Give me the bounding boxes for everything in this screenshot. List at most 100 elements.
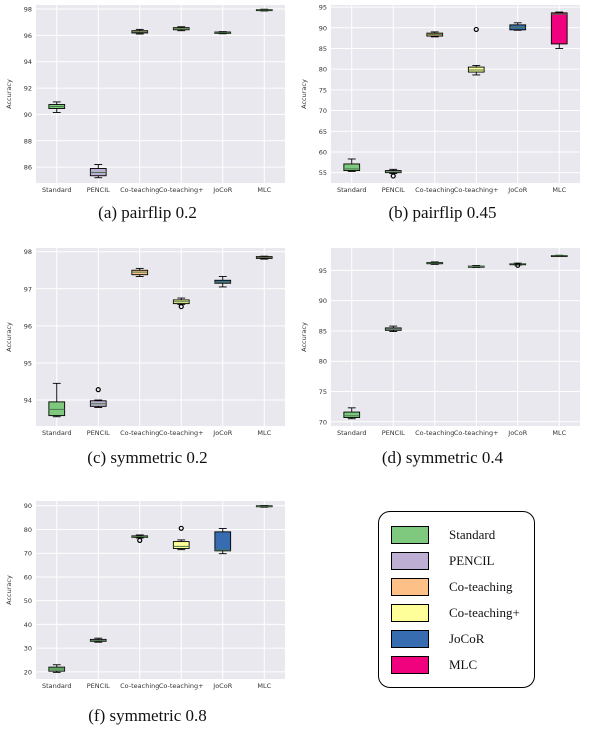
y-tick-label: 60 xyxy=(319,148,327,156)
chart-panel-c: 94 95 96 97 98 Accuracy Standard PENCIL Co-teach… xyxy=(0,243,295,480)
box-jocor xyxy=(509,262,527,268)
x-tick-label: Co-teaching xyxy=(415,429,454,437)
legend-swatch-jocor xyxy=(391,630,429,648)
y-tick-label: 88 xyxy=(24,137,32,145)
legend-item-standard: Standard xyxy=(391,525,495,545)
box-standard xyxy=(48,382,66,418)
y-axis-label: Accuracy xyxy=(5,322,13,352)
x-tick-label: MLC xyxy=(257,186,271,194)
y-tick-label: 75 xyxy=(319,86,327,94)
y-tick-label: 95 xyxy=(319,4,327,12)
chart-b-svg: 55 60 65 70 75 80 85 90 95 Accuracy Standard PENCIL… xyxy=(300,4,580,194)
y-tick-label: 90 xyxy=(24,111,32,119)
box-pencil xyxy=(89,387,107,408)
y-tick-label: 86 xyxy=(24,164,32,172)
x-tick-label: PENCIL xyxy=(87,429,110,437)
x-tick-label: Standard xyxy=(42,682,72,690)
outlier-point xyxy=(137,537,143,543)
caption-f: (f) symmetric 0.8 xyxy=(88,706,207,725)
x-tick-label: PENCIL xyxy=(382,186,405,194)
y-tick-label: 98 xyxy=(24,248,32,256)
box-body xyxy=(550,12,568,45)
y-tick-label: 90 xyxy=(319,297,327,305)
legend-label-co-teaching-plus: Co-teaching+ xyxy=(449,605,520,620)
chart-panel-f: 20 30 40 50 60 70 80 90 Accuracy Standard PENCIL Co… xyxy=(0,496,295,738)
x-tick-label: Co-teaching+ xyxy=(454,186,499,194)
x-tick-label: Standard xyxy=(42,186,72,194)
chart-d-svg: 70 75 80 85 90 95 Accuracy Standard PENCIL Co-tea… xyxy=(300,248,580,437)
outlier-point xyxy=(178,525,184,531)
box-co-teaching xyxy=(131,267,149,278)
box-co-teaching-plus xyxy=(172,525,190,551)
x-tick-label: MLC xyxy=(257,429,271,437)
box-standard xyxy=(343,158,361,172)
y-tick-label: 65 xyxy=(319,128,327,136)
box-body xyxy=(214,531,232,552)
legend-label-standard: Standard xyxy=(449,527,496,542)
x-tick-label: Co-teaching xyxy=(120,186,159,194)
y-tick-label: 96 xyxy=(24,32,32,40)
legend-swatch-pencil xyxy=(391,552,429,570)
legend-label-pencil: PENCIL xyxy=(449,553,495,568)
y-tick-label: 55 xyxy=(319,169,327,177)
y-tick-label: 50 xyxy=(24,597,32,605)
caption-a: (a) pairflip 0.2 xyxy=(98,203,197,222)
x-tick-label: MLC xyxy=(552,429,566,437)
box-standard xyxy=(48,101,66,113)
y-tick-label: 85 xyxy=(319,327,327,335)
box-pencil xyxy=(89,164,107,179)
legend-swatch-co-teaching xyxy=(391,578,429,596)
legend-item-pencil: PENCIL xyxy=(391,551,495,571)
y-axis-label: Accuracy xyxy=(300,322,308,352)
y-tick-label: 70 xyxy=(319,107,327,115)
outlier-point xyxy=(473,26,479,33)
y-tick-label: 98 xyxy=(24,5,32,13)
outlier-point xyxy=(178,303,184,310)
box-standard xyxy=(48,664,66,673)
x-tick-label: Standard xyxy=(42,429,72,437)
y-axis-label: Accuracy xyxy=(5,575,13,605)
y-tick-label: 95 xyxy=(24,359,32,367)
outlier-point xyxy=(515,262,521,268)
plot-area xyxy=(36,5,285,183)
legend-swatch-standard xyxy=(391,526,429,544)
chart-panel-b: 55 60 65 70 75 80 85 90 95 Accuracy Standard PENCIL… xyxy=(295,0,590,237)
legend-label-mlc: MLC xyxy=(449,657,478,672)
box-co-teaching xyxy=(426,31,444,38)
box-pencil xyxy=(89,637,107,643)
legend: Standard PENCIL Co-teaching Co-teaching+… xyxy=(378,511,535,688)
box-pencil xyxy=(384,168,402,179)
y-axis-label: Accuracy xyxy=(300,79,308,109)
x-tick-label: MLC xyxy=(257,682,271,690)
y-tick-label: 90 xyxy=(319,24,327,32)
box-co-teaching-plus xyxy=(172,297,190,310)
box-co-teaching-plus xyxy=(467,26,485,76)
box-co-teaching xyxy=(426,261,444,265)
legend-label-co-teaching: Co-teaching xyxy=(449,579,513,594)
box-body xyxy=(343,163,361,172)
x-tick-label: Co-teaching+ xyxy=(159,682,204,690)
y-tick-label: 95 xyxy=(319,267,327,275)
chart-f-svg: 20 30 40 50 60 70 80 90 Accuracy Standard PENCIL Co… xyxy=(5,501,285,690)
legend-item-mlc: MLC xyxy=(391,655,477,675)
x-tick-label: JoCoR xyxy=(212,682,232,690)
box-mlc xyxy=(255,505,273,508)
box-mlc xyxy=(255,8,273,12)
y-tick-label: 92 xyxy=(24,85,32,93)
y-tick-label: 40 xyxy=(24,621,32,629)
outlier-point xyxy=(95,387,101,393)
y-axis-label: Accuracy xyxy=(5,79,13,109)
x-tick-label: PENCIL xyxy=(382,429,405,437)
box-co-teaching xyxy=(131,28,149,35)
chart-panel-d: 70 75 80 85 90 95 Accuracy Standard PENCIL Co-tea… xyxy=(295,243,590,480)
x-tick-label: Standard xyxy=(337,186,367,194)
box-body xyxy=(48,401,66,417)
caption-d: (d) symmetric 0.4 xyxy=(381,448,504,467)
box-body xyxy=(172,541,190,549)
y-tick-label: 30 xyxy=(24,645,32,653)
x-tick-label: JoCoR xyxy=(507,429,527,437)
y-tick-label: 80 xyxy=(319,358,327,366)
x-tick-label: JoCoR xyxy=(212,186,232,194)
x-tick-label: PENCIL xyxy=(87,186,110,194)
y-tick-label: 60 xyxy=(24,573,32,581)
